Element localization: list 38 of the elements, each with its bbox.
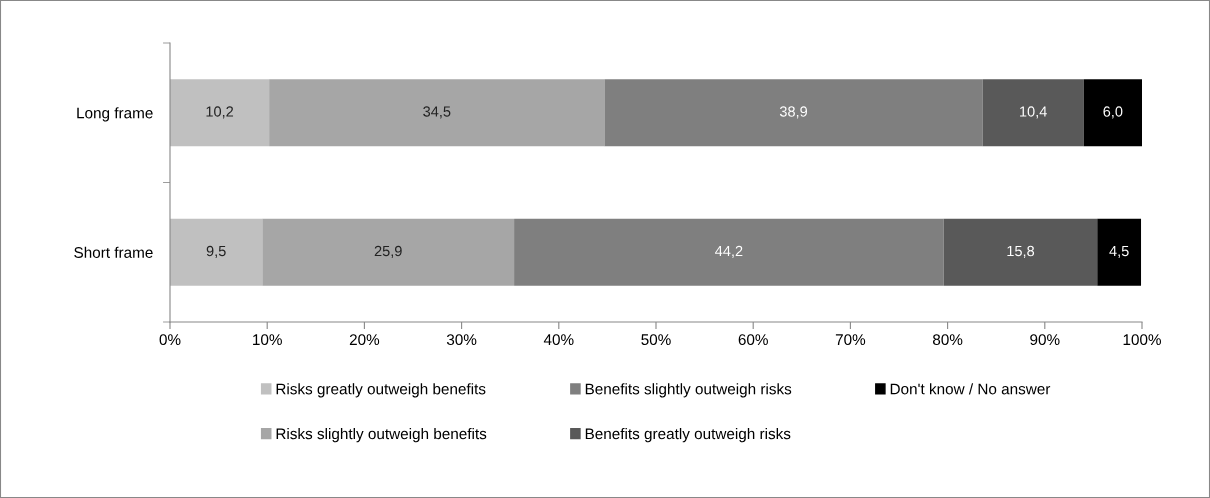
bar xyxy=(514,218,944,286)
bar xyxy=(604,79,983,147)
x-tick-label: 60% xyxy=(738,334,768,346)
x-tick-label: 70% xyxy=(835,334,866,346)
bar xyxy=(982,79,1084,147)
data-label: 4,5 xyxy=(1109,245,1129,258)
data-label: 6,0 xyxy=(1103,106,1123,119)
x-tick-label: 40% xyxy=(543,334,574,346)
data-label: 25,9 xyxy=(374,245,402,258)
data-label: 44,2 xyxy=(715,245,743,258)
x-tick-label: 10% xyxy=(253,334,282,346)
legend-label: Don't know / No answer xyxy=(890,383,1051,395)
bar xyxy=(262,218,515,286)
legend-label: Risks greatly outweigh benefits xyxy=(276,383,486,398)
legend-label: Benefits greatly outweigh risks xyxy=(585,427,791,443)
bar xyxy=(269,79,605,147)
bar xyxy=(170,79,270,147)
x-tick-label: 80% xyxy=(932,334,963,346)
bar xyxy=(1097,218,1142,286)
bar xyxy=(170,218,263,286)
bar xyxy=(1083,79,1142,147)
legend-label: Benefits slightly outweigh risks xyxy=(585,383,792,398)
x-tick-label: 30% xyxy=(446,334,477,346)
x-tick-label: 50% xyxy=(641,334,671,346)
x-tick-label: 20% xyxy=(349,334,380,346)
x-tick-label: 90% xyxy=(1030,334,1060,346)
y-tick-label: Short frame xyxy=(74,246,153,258)
x-tick-label: 100% xyxy=(1123,334,1161,346)
data-label: 9,5 xyxy=(206,245,226,258)
data-label: 10,2 xyxy=(206,106,234,119)
data-label: 10,4 xyxy=(1020,106,1047,119)
x-tick-label: 0% xyxy=(159,334,181,346)
data-label: 34,5 xyxy=(423,106,451,119)
y-tick-label: Long frame xyxy=(77,107,153,122)
legend-label: Risks slightly outweigh benefits xyxy=(276,427,487,443)
bar xyxy=(943,218,1098,286)
data-label: 15,8 xyxy=(1007,245,1035,258)
data-label: 38,9 xyxy=(779,106,808,119)
